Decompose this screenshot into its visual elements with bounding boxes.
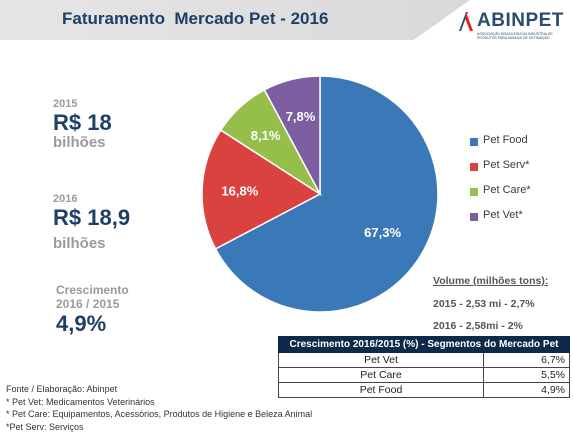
legend-label: Pet Serv* [483,159,530,171]
volume-2015-line: 2015 - 2,53 mi - 2,7% [433,298,535,310]
abinpet-logo: ABINPET ASSOCIAÇÃO BRASILEIRA DA INDÚSTR… [457,10,567,50]
table-header: Crescimento 2016/2015 (%) - Segmentos do… [278,336,570,353]
segment-name: Pet Vet [278,352,484,368]
legend-label: Pet Vet* [483,209,523,221]
segments-growth-table: Crescimento 2016/2015 (%) - Segmentos do… [278,336,570,398]
footnote-pet-serv: *Pet Serv: Serviços [6,421,84,432]
segment-name: Pet Food [278,382,484,398]
legend-label: Pet Food [483,134,528,146]
legend-item: Pet Care* [470,184,570,200]
footnotes: Fonte / Elaboração: Abinpet * Pet Vet: M… [6,383,312,433]
pie-data-label: 7,8% [286,109,316,124]
pie-data-label: 8,1% [251,128,281,143]
growth-label-line2: 2016 / 2015 [56,297,120,311]
table-row: Pet Food 4,9% [278,382,570,398]
pie-data-label: 16,8% [221,183,258,198]
segment-growth: 6,7% [483,352,570,368]
volume-2016-line: 2016 - 2,58mi - 2% [433,320,523,332]
growth-label-line1: Crescimento [56,283,129,297]
pie-chart: 67,3% 16,8% 8,1% 7,8% [201,75,439,313]
legend-swatch [470,138,478,146]
legend-label: Pet Care* [483,184,531,196]
legend-swatch [470,163,478,171]
revenue-2015-value: R$ 18 [53,110,112,135]
legend-swatch [470,188,478,196]
segment-growth: 4,9% [483,382,570,398]
revenue-2016-value: R$ 18,9 [53,205,131,230]
logo-subtitle: ASSOCIAÇÃO BRASILEIRA DA INDÚSTRIA DE PR… [477,32,553,40]
page-title: Faturamento Mercado Pet - 2016 [62,9,329,28]
header-band [0,0,470,40]
pie-slice-pet-vet [263,75,321,195]
source-note: Fonte / Elaboração: Abinpet [6,384,118,394]
legend-swatch [470,213,478,221]
pie-slice-pet-food [214,75,439,313]
footnote-pet-care: * Pet Care: Equipamentos, Acessórios, Pr… [6,409,313,419]
legend-item: Pet Serv* [470,159,570,175]
table-row: Pet Vet 6,7% [278,352,570,368]
revenue-2016-unit: bilhões [53,235,106,252]
pie-slice-pet-serv [201,129,322,250]
pie-data-label: 67,3% [364,225,401,240]
year-2015-label: 2015 [53,98,78,110]
volume-title: Volume (milhões tons): [433,275,549,287]
segment-name: Pet Care [278,367,484,383]
revenue-2015-unit: bilhões [53,134,106,151]
year-2016-label: 2016 [53,193,78,205]
growth-value: 4,9% [56,311,107,336]
segment-growth: 5,5% [483,367,570,383]
legend-item: Pet Food [470,134,570,150]
legend-item: Pet Vet* [470,209,570,225]
footnote-pet-vet: * Pet Vet: Medicamentos Veterinários [6,396,155,407]
table-row: Pet Care 5,5% [278,367,570,383]
abinpet-logo-mark-icon [459,12,473,31]
logo-text: ABINPET [477,10,564,31]
